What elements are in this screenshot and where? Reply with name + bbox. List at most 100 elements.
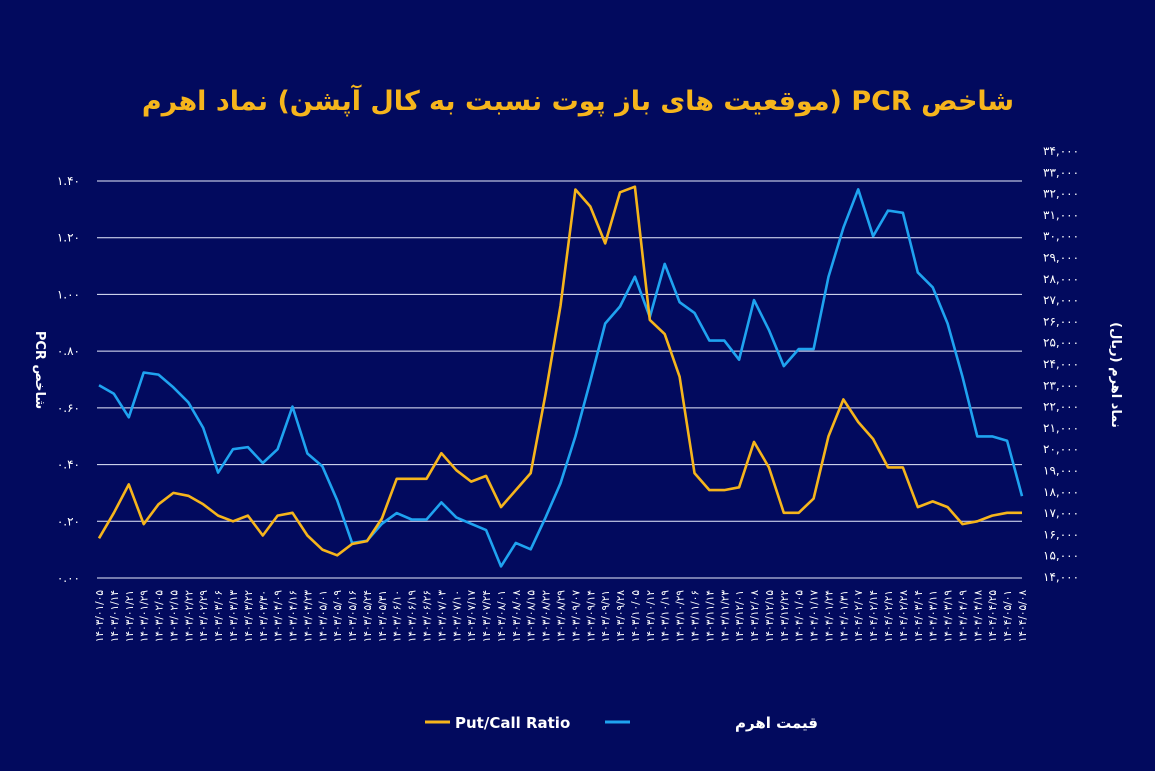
right-tick-label: ۱۶,۰۰۰ [1043, 527, 1079, 541]
x-tick-label: ۱۴۰۴/۰۱/۱۷ [809, 590, 821, 643]
legend: Put/Call Ratio قیمت اهرم [425, 714, 818, 732]
x-tick-label: ۱۴۰۳/۰۲/۲۹ [198, 590, 210, 643]
x-tick-label: ۱۴۰۳/۰۷/۰۳ [436, 590, 448, 643]
x-tick-label: ۱۴۰۳/۰۹/۲۸ [615, 590, 627, 643]
right-tick-label: ۲۹,۰۰۰ [1043, 251, 1079, 265]
right-tick-label: ۲۰,۰۰۰ [1043, 442, 1079, 456]
x-tick-label: ۱۴۰۴/۰۲/۱۴ [868, 590, 880, 642]
price-series-line [98, 188, 1024, 568]
right-y-axis-ticks: ۱۴,۰۰۰ ۱۵,۰۰۰ ۱۶,۰۰۰ ۱۷,۰۰۰ ۱۸,۰۰۰ ۱۹,۰۰۰ ۲۰,۰… [1043, 144, 1079, 584]
right-tick-label: ۳۴,۰۰۰ [1043, 144, 1079, 158]
x-tick-label: ۱۴۰۳/۰۴/۰۹ [273, 590, 285, 643]
x-tick-label: ۱۴۰۳/۰۷/۱۷ [466, 590, 478, 643]
x-tick-label: ۱۴۰۴/۰۱/۰۵ [794, 590, 806, 643]
legend-label-pcr: Put/Call Ratio [455, 714, 570, 732]
legend-label-price: قیمت اهرم [735, 714, 818, 732]
right-axis-title: نماد اهرم (ریال) [1108, 322, 1123, 428]
x-tick-label: ۱۴۰۳/۱۲/۲۲ [779, 590, 791, 643]
left-tick-label: ۰.۰۰ [57, 571, 80, 585]
x-tick-label: ۱۴۰۳/۱۰/۰۵ [630, 590, 642, 643]
right-tick-label: ۱۸,۰۰۰ [1043, 485, 1079, 499]
x-tick-label: ۱۴۰۳/۰۵/۲۴ [362, 590, 374, 642]
x-tick-label: ۱۴۰۳/۰۴/۱۶ [288, 590, 300, 642]
x-tick-label: ۱۴۰۳/۰۹/۲۱ [600, 590, 612, 642]
right-tick-label: ۲۲,۰۰۰ [1043, 400, 1079, 414]
left-tick-label: ۱.۲۰ [57, 231, 80, 245]
series-lines [97, 185, 1024, 568]
x-tick-label: ۱۴۰۳/۱۰/۱۹ [660, 590, 672, 643]
x-tick-label: ۱۴۰۴/۰۱/۳۱ [838, 590, 850, 642]
right-tick-label: ۲۴,۰۰۰ [1043, 357, 1079, 371]
x-tick-label: ۱۴۰۴/۰۵/۰۱ [1002, 590, 1014, 642]
x-tick-label: ۱۴۰۴/۰۴/۱۸ [972, 590, 984, 643]
x-tick-label: ۱۴۰۳/۰۶/۲۶ [422, 590, 434, 642]
x-tick-label: ۱۴۰۴/۰۴/۰۹ [957, 590, 969, 643]
x-tick-label: ۱۴۰۳/۰۲/۰۵ [154, 590, 166, 643]
x-tick-label: ۱۴۰۳/۰۷/۱۰ [451, 590, 463, 642]
x-tick-label: ۱۴۰۳/۰۸/۰۸ [511, 590, 523, 643]
x-tick-label: ۱۴۰۳/۰۸/۱۵ [526, 590, 538, 643]
right-tick-label: ۲۶,۰۰۰ [1043, 314, 1079, 328]
x-axis-ticks: ۱۴۰۳/۰۱/۰۵ ۱۴۰۳/۰۱/۱۴ ۱۴۰۳/۰۱/۲۱ ۱۴۰۳/۰۱/۲۹… [94, 590, 1029, 643]
x-tick-label: ۱۴۰۳/۰۸/۲۲ [541, 590, 553, 643]
x-tick-label: ۱۴۰۴/۰۲/۰۷ [853, 590, 865, 643]
x-tick-label: ۱۴۰۳/۰۱/۲۹ [139, 590, 151, 643]
x-tick-label: ۱۴۰۴/۰۳/۱۱ [928, 590, 940, 642]
x-tick-label: ۱۴۰۳/۰۱/۲۱ [124, 590, 136, 642]
x-tick-label: ۱۴۰۳/۰۱/۱۴ [109, 590, 121, 642]
right-tick-label: ۲۱,۰۰۰ [1043, 421, 1079, 435]
right-tick-label: ۳۳,۰۰۰ [1043, 165, 1079, 179]
x-tick-label: ۱۴۰۴/۰۱/۲۴ [823, 590, 835, 642]
x-tick-label: ۱۴۰۳/۱۰/۲۹ [675, 590, 687, 643]
x-tick-label: ۱۴۰۳/۰۷/۲۴ [481, 590, 493, 642]
left-axis-title: شاخص PCR [32, 331, 47, 409]
x-tick-label: ۱۴۰۳/۰۵/۱۶ [347, 590, 359, 642]
right-tick-label: ۱۴,۰۰۰ [1043, 570, 1079, 584]
chart-title: شاخص PCR (موقعیت های باز پوت نسبت به کال… [142, 84, 1014, 117]
x-tick-label: ۱۴۰۳/۰۸/۲۹ [556, 590, 568, 643]
x-tick-label: ۱۴۰۳/۰۳/۱۳ [228, 590, 240, 643]
x-tick-label: ۱۴۰۳/۰۵/۰۱ [317, 590, 329, 642]
x-tick-label: ۱۴۰۳/۰۹/۱۴ [585, 590, 597, 642]
x-tick-label: ۱۴۰۴/۰۴/۲۵ [987, 590, 999, 643]
left-tick-label: ۱.۴۰ [57, 174, 80, 188]
right-tick-label: ۲۳,۰۰۰ [1043, 378, 1079, 392]
right-tick-label: ۲۷,۰۰۰ [1043, 293, 1079, 307]
x-tick-label: ۱۴۰۳/۰۵/۳۱ [377, 590, 389, 642]
left-tick-label: ۰.۶۰ [57, 401, 80, 415]
x-tick-label: ۱۴۰۳/۱۱/۰۶ [689, 590, 701, 642]
left-tick-label: ۰.۴۰ [57, 458, 80, 472]
x-tick-label: ۱۴۰۳/۰۶/۱۹ [407, 590, 419, 643]
x-tick-label: ۱۴۰۳/۱۲/۰۸ [749, 590, 761, 643]
x-tick-label: ۱۴۰۴/۰۵/۰۸ [1017, 590, 1029, 643]
x-tick-label: ۱۴۰۳/۰۴/۲۳ [302, 590, 314, 643]
left-y-axis-ticks: ۰.۰۰ ۰.۲۰ ۰.۴۰ ۰.۶۰ ۰.۸۰ ۱.۰۰ ۱.۲۰ ۱.۴۰ [57, 174, 80, 585]
x-tick-label: ۱۴۰۳/۱۱/۱۴ [704, 590, 716, 642]
x-tick-label: ۱۴۰۴/۰۳/۰۴ [913, 590, 925, 642]
x-tick-label: ۱۴۰۴/۰۳/۱۹ [943, 590, 955, 643]
x-tick-label: ۱۴۰۳/۰۱/۰۵ [94, 590, 106, 643]
x-tick-label: ۱۴۰۳/۰۳/۳۰ [258, 590, 270, 642]
right-tick-label: ۳۱,۰۰۰ [1043, 208, 1079, 222]
x-tick-label: ۱۴۰۳/۱۰/۱۲ [645, 590, 657, 643]
right-tick-label: ۱۷,۰۰۰ [1043, 506, 1079, 520]
x-tick-label: ۱۴۰۳/۱۱/۲۳ [719, 590, 731, 643]
pcr-series-line [97, 185, 1022, 557]
right-tick-label: ۳۰,۰۰۰ [1043, 229, 1079, 243]
right-tick-label: ۱۵,۰۰۰ [1043, 549, 1079, 563]
x-tick-label: ۱۴۰۳/۰۹/۰۷ [570, 590, 582, 643]
x-tick-label: ۱۴۰۳/۰۳/۲۲ [243, 590, 255, 643]
left-tick-label: ۰.۸۰ [57, 344, 80, 358]
x-tick-label: ۱۴۰۴/۰۲/۲۱ [883, 590, 895, 642]
right-tick-label: ۲۵,۰۰۰ [1043, 336, 1079, 350]
x-tick-label: ۱۴۰۴/۰۲/۲۸ [898, 590, 910, 643]
x-tick-label: ۱۴۰۳/۰۲/۲۲ [183, 590, 195, 643]
x-tick-label: ۱۴۰۳/۰۶/۱۰ [392, 590, 404, 642]
left-tick-label: ۰.۲۰ [57, 514, 80, 528]
x-tick-label: ۱۴۰۳/۰۲/۱۵ [168, 590, 180, 643]
right-tick-label: ۱۹,۰۰۰ [1043, 464, 1079, 478]
x-tick-label: ۱۴۰۳/۰۵/۰۹ [332, 590, 344, 643]
x-tick-label: ۱۴۰۳/۱۲/۱۵ [764, 590, 776, 643]
